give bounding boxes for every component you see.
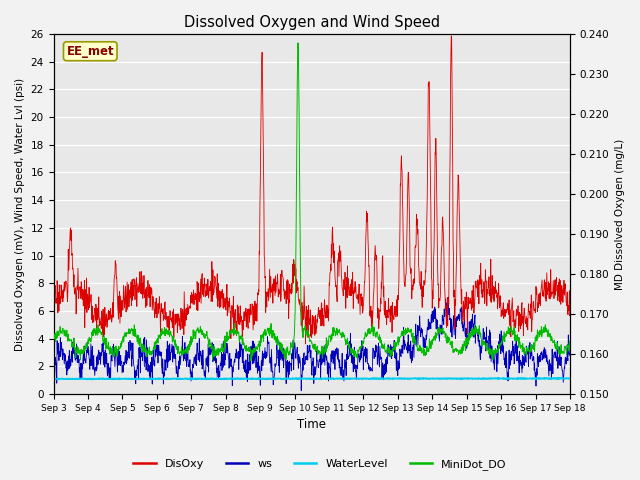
Y-axis label: Dissolved Oxygen (mV), Wind Speed, Water Lvl (psi): Dissolved Oxygen (mV), Wind Speed, Water… — [15, 77, 25, 350]
Text: EE_met: EE_met — [67, 45, 114, 58]
Legend: DisOxy, ws, WaterLevel, MiniDot_DO: DisOxy, ws, WaterLevel, MiniDot_DO — [129, 455, 511, 474]
Y-axis label: MD Dissolved Oxygen (mg/L): MD Dissolved Oxygen (mg/L) — [615, 138, 625, 289]
Title: Dissolved Oxygen and Wind Speed: Dissolved Oxygen and Wind Speed — [184, 15, 440, 30]
X-axis label: Time: Time — [298, 419, 326, 432]
